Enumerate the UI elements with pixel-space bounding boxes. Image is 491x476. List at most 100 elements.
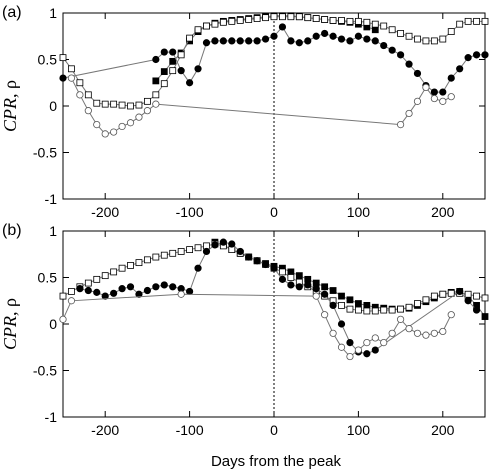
y-tick-label: 0.5 xyxy=(38,270,58,286)
data-point xyxy=(228,17,236,25)
data-point xyxy=(363,350,371,358)
data-point xyxy=(371,307,379,315)
data-point xyxy=(202,39,211,47)
data-point xyxy=(219,37,227,45)
data-point xyxy=(473,292,480,300)
data-point xyxy=(304,14,312,22)
data-point xyxy=(380,306,388,314)
data-point xyxy=(295,39,303,47)
data-point xyxy=(126,283,135,291)
data-point xyxy=(101,272,109,280)
data-point xyxy=(245,37,253,45)
data-point xyxy=(413,69,422,78)
data-point xyxy=(143,256,151,264)
data-point xyxy=(127,102,134,110)
data-point xyxy=(245,16,253,23)
data-point xyxy=(110,289,118,297)
data-point xyxy=(447,28,455,36)
data-point xyxy=(152,91,160,99)
data-point xyxy=(211,37,219,45)
data-point xyxy=(245,253,253,261)
data-point xyxy=(110,128,118,136)
data-point xyxy=(430,329,438,337)
data-point xyxy=(287,274,295,281)
data-point xyxy=(371,20,379,28)
data-point xyxy=(177,290,185,298)
data-point xyxy=(464,290,472,298)
data-point xyxy=(177,248,185,255)
series-line xyxy=(214,241,486,317)
panel-label: (a) xyxy=(2,4,22,21)
data-point xyxy=(329,17,337,24)
data-point xyxy=(380,41,388,50)
data-point xyxy=(261,260,270,269)
data-point xyxy=(363,18,371,26)
data-point xyxy=(346,296,354,304)
data-point xyxy=(464,54,472,62)
data-point xyxy=(329,329,337,337)
data-point xyxy=(135,290,143,298)
data-point xyxy=(203,22,210,30)
data-point xyxy=(481,313,489,320)
x-tick-label: 0 xyxy=(270,204,278,220)
data-point xyxy=(135,259,143,267)
data-point xyxy=(346,352,354,361)
data-point xyxy=(76,79,84,87)
data-point xyxy=(413,97,422,105)
data-point xyxy=(321,311,329,319)
data-point xyxy=(346,17,354,25)
panel-a: -200 -100 0 100 200 -1 -0.5 0 0.5 1 (a) CPR, ρ xyxy=(0,4,489,220)
data-point xyxy=(472,306,481,314)
data-point xyxy=(152,253,160,261)
data-point xyxy=(472,51,481,59)
data-point xyxy=(371,334,379,342)
data-point xyxy=(59,315,67,323)
data-point xyxy=(312,15,320,22)
data-point xyxy=(304,37,312,45)
data-point xyxy=(211,241,219,249)
x-tick-label: 100 xyxy=(347,422,371,438)
data-point xyxy=(321,283,329,291)
data-point xyxy=(397,305,405,313)
data-point xyxy=(67,297,76,305)
data-point xyxy=(76,285,84,293)
data-point xyxy=(279,268,286,276)
data-point xyxy=(405,325,413,333)
data-point xyxy=(338,292,345,300)
data-point xyxy=(287,37,295,45)
data-point xyxy=(143,97,151,105)
data-point xyxy=(304,281,312,289)
data-point xyxy=(464,17,472,25)
data-point xyxy=(93,99,101,107)
data-point xyxy=(67,74,76,82)
x-tick-label: 100 xyxy=(347,204,371,220)
data-point xyxy=(194,26,202,34)
y-tick-label: -0.5 xyxy=(33,363,57,379)
y-axis-label: CPR, ρ xyxy=(0,298,20,350)
y-tick-label: 0.5 xyxy=(38,52,58,68)
data-point xyxy=(76,91,84,99)
data-point xyxy=(430,37,438,45)
data-point xyxy=(93,275,101,283)
data-point xyxy=(169,57,177,65)
data-point xyxy=(430,292,438,300)
data-point xyxy=(253,257,261,265)
data-point xyxy=(405,32,413,40)
series-line xyxy=(62,293,452,358)
data-point xyxy=(59,74,67,82)
x-tick-label: -200 xyxy=(91,422,119,438)
data-point xyxy=(422,37,430,45)
data-point xyxy=(236,247,244,256)
data-point xyxy=(118,101,126,109)
data-point xyxy=(236,17,244,24)
data-point xyxy=(464,297,472,305)
data-point xyxy=(169,283,177,291)
data-point xyxy=(84,286,92,295)
data-point xyxy=(380,22,388,30)
data-point xyxy=(337,35,346,43)
series-filled-circle xyxy=(76,238,481,358)
data-point xyxy=(481,51,489,59)
data-point xyxy=(101,130,109,138)
data-point xyxy=(396,51,405,59)
data-point xyxy=(388,26,396,34)
